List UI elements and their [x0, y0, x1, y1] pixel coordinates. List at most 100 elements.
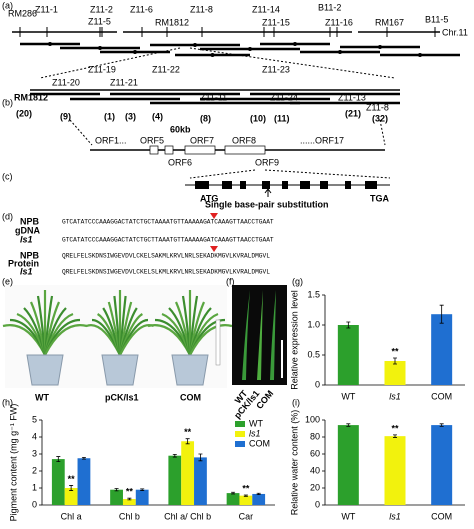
marker-label: Z11-8 [366, 102, 389, 112]
marker-label: Z11-6 [130, 4, 153, 14]
marker-label: Z11-13 [338, 92, 366, 102]
bar [226, 493, 240, 505]
legend-swatch [235, 431, 245, 437]
zoom-lines [189, 169, 391, 179]
marker-label: Z11-15 [262, 17, 290, 27]
y-tick-label: 40 [310, 465, 320, 475]
error-bar [56, 456, 61, 463]
error-bar [185, 438, 190, 445]
panel-label: (i) [292, 397, 300, 407]
seq-name: ls1 [20, 266, 33, 276]
recombinant-dot [133, 50, 137, 54]
error-bar [346, 321, 351, 329]
y-axis-label: Relative expression level [289, 290, 299, 390]
recombinant-count: (20) [16, 108, 32, 118]
error-bar [439, 423, 444, 427]
zoom-lines [39, 47, 396, 79]
plant-label: pCK/ls1 [105, 392, 139, 402]
orf-label: ORF5 [140, 135, 164, 145]
marker-label: Z11-20 [52, 77, 80, 87]
error-bar [114, 488, 119, 492]
marker-label: B11-5 [425, 14, 448, 24]
recombinant-dot [293, 42, 297, 46]
seq: QRELFELSKDNSIWGEVDVLCKELSLKMLKRVLNRLSEKA… [62, 269, 270, 276]
x-tick-label: Chl a/ Chl b [164, 511, 211, 521]
recombinant-count: (10) [250, 113, 266, 123]
x-tick-label: WT [341, 511, 355, 521]
scale-label: 60kb [170, 124, 191, 134]
error-bar [231, 491, 236, 495]
marker-label: Z11-21 [110, 77, 138, 87]
recombinant-count: (11) [274, 113, 290, 123]
error-bar [439, 304, 444, 324]
seq: GTCATATCCCAAAGGACTATCTGCTTAAATGTTAAAAAGA… [62, 237, 274, 244]
significance: ** [184, 427, 192, 437]
recombinant-dot [378, 45, 382, 49]
zoom-lines [69, 119, 386, 146]
recombinant-count: (1) [104, 111, 115, 121]
y-tick-label: 20 [310, 482, 320, 492]
marker-label: Z11-16 [325, 17, 353, 27]
seq-group: Protein [8, 258, 39, 268]
photo-plants [2, 285, 233, 388]
exon [300, 181, 310, 189]
recombinant-count: (21) [345, 108, 361, 118]
error-bar [69, 485, 74, 491]
marker-label: Z11-5 [88, 16, 111, 26]
bar [77, 458, 91, 505]
bar [431, 314, 453, 385]
error-bar [393, 434, 397, 438]
marker-label: RM286 [8, 8, 37, 18]
y-tick-label: 60 [310, 448, 320, 458]
orf-label: ORF8 [232, 135, 256, 145]
bar [110, 489, 123, 505]
mutation-marker [210, 213, 218, 219]
exon [282, 181, 288, 189]
marker-label: Z11-11 [200, 92, 227, 102]
y-tick-label: 2 [32, 465, 37, 475]
legend-label: ls1 [249, 428, 261, 438]
bar [252, 493, 266, 505]
bar [384, 436, 406, 505]
panel-label: (b) [2, 97, 13, 107]
y-tick-label: 80 [310, 431, 320, 441]
recombinant-dot [418, 53, 422, 57]
error-bar [172, 453, 177, 458]
recombinant-dot [338, 50, 342, 54]
recombinant-dot [193, 43, 197, 47]
marker-label: Z11-22 [152, 64, 180, 74]
orf-box [224, 145, 266, 155]
x-tick-label: COM [431, 511, 452, 521]
orf-label: ......ORF17 [300, 135, 344, 145]
y-tick-label: 3 [32, 448, 37, 458]
orf-box [184, 145, 216, 155]
x-tick-label: Car [239, 511, 254, 521]
recombinant-dot [248, 47, 252, 51]
start-codon: ATG [200, 193, 218, 203]
orf-label: ORF9 [255, 157, 279, 167]
exon [240, 181, 246, 189]
marker-label: RM1812 [14, 92, 48, 102]
significance: ** [391, 423, 399, 433]
panel-label: (h) [2, 397, 13, 407]
x-tick-label: ls1 [389, 391, 401, 401]
recombinant-dot [210, 53, 215, 57]
recombinant-count: (3) [125, 111, 136, 121]
significance: ** [126, 487, 134, 497]
y-tick-label: 5 [32, 414, 37, 424]
mutation-label: Single base-pair substitution [205, 199, 329, 209]
bar [51, 459, 65, 505]
marker-label: Z11-23 [262, 64, 290, 74]
recombinant-count: (9) [60, 111, 71, 121]
marker-label: RM1812 [155, 17, 189, 27]
orf-label: ORF1... [95, 135, 127, 145]
bar [122, 499, 136, 505]
y-tick-label: 4 [32, 431, 37, 441]
bar [135, 489, 149, 505]
y-axis-label: Pigment content (mg g⁻¹ FW) [8, 404, 18, 522]
stop-codon: TGA [370, 193, 389, 203]
marker-label: Z11-14 [252, 4, 280, 14]
leaf [189, 324, 233, 356]
